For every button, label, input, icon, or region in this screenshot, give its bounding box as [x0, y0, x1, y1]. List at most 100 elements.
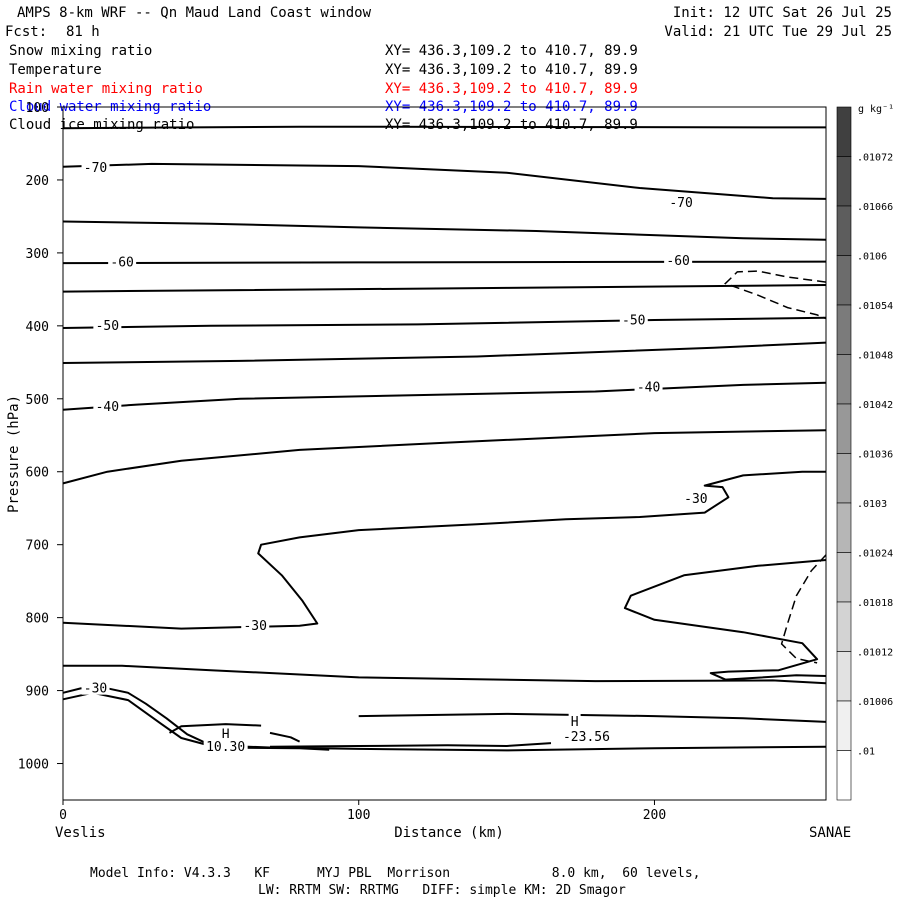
colorbar-swatch	[836, 502, 852, 553]
x-tick-label: 100	[347, 808, 370, 823]
y-tick-label: 200	[26, 174, 49, 189]
colorbar-label: .01	[857, 747, 875, 758]
contour-line	[62, 284, 827, 293]
x-tick-label: 200	[643, 808, 666, 823]
field-xy-cloud-ice: XY= 436.3,109.2 to 410.7, 89.9	[385, 117, 638, 133]
y-tick-label: 800	[26, 612, 49, 627]
forecast-label: Fcst:	[5, 24, 48, 40]
field-name-temperature: Temperature	[9, 62, 102, 78]
field-xy-rain: XY= 436.3,109.2 to 410.7, 89.9	[385, 81, 638, 97]
y-tick-label: 100	[26, 101, 49, 116]
contour-label-bg	[108, 253, 137, 269]
contour-label: -30	[243, 619, 266, 634]
contour-line	[169, 723, 262, 734]
colorbar-swatch	[836, 601, 852, 652]
contour-line	[63, 664, 827, 685]
contour-label: -30	[84, 682, 107, 697]
x-tick-label: 0	[59, 808, 67, 823]
contour-label-bg	[634, 378, 663, 394]
contour-label-bg	[664, 252, 693, 268]
colorbar-swatch	[836, 255, 852, 306]
contour-line	[358, 712, 827, 723]
contour-line	[62, 691, 330, 751]
colorbar-swatch	[836, 750, 852, 801]
contour-label-bg	[681, 489, 710, 505]
contour-line	[62, 316, 827, 329]
y-tick-label: 900	[26, 685, 49, 700]
contour-line	[62, 125, 827, 130]
contour-line	[62, 429, 827, 485]
colorbar-swatch	[836, 106, 852, 157]
colorbar-label: .01054	[857, 301, 893, 312]
y-tick-label: 700	[26, 539, 49, 554]
y-tick-label: 300	[26, 247, 49, 262]
dashed-contours	[724, 270, 827, 664]
field-xy-temperature: XY= 436.3,109.2 to 410.7, 89.9	[385, 62, 638, 78]
contour-label: -40	[96, 400, 119, 415]
contour-label: H	[222, 728, 230, 743]
colorbar-swatch	[836, 700, 852, 751]
contour-label-bg	[568, 713, 581, 729]
contour-line	[62, 341, 827, 364]
contour-label-bg	[241, 616, 270, 632]
contour-label-bg	[667, 193, 696, 209]
colorbar-label: .01048	[857, 351, 893, 362]
colorbar-swatch	[836, 453, 852, 504]
contour-line	[62, 260, 827, 265]
y-axis-label: Pressure (hPa)	[6, 395, 22, 513]
contour-label: -50	[622, 313, 645, 328]
contour-line	[269, 731, 301, 743]
colorbar-swatch	[836, 304, 852, 355]
contour-label: -30	[684, 492, 707, 507]
model-info-line2: LW: RRTM SW: RRTMG DIFF: simple KM: 2D S…	[258, 883, 626, 898]
forecast-hours: 81 h	[66, 24, 100, 40]
x-axis-label: Distance (km)	[394, 825, 504, 841]
colorbar-label: .01042	[857, 400, 893, 411]
contour-label-bg	[619, 311, 648, 327]
colorbar-label: .01036	[857, 450, 893, 461]
colorbar-swatch	[836, 403, 852, 454]
colorbar-swatch	[836, 205, 852, 256]
contour-label-bg	[93, 398, 122, 414]
colorbar-label: .0106	[857, 252, 887, 263]
contour-label-bg	[560, 727, 613, 743]
y-tick-label: 500	[26, 393, 49, 408]
valid-time: Valid: 21 UTC Tue 29 Jul 25	[664, 24, 892, 40]
contour-label-bg	[81, 679, 110, 695]
contour-label: -50	[96, 319, 119, 334]
y-tick-label: 1000	[18, 758, 49, 773]
contour-label: -60	[666, 254, 689, 269]
contour-label: H	[571, 715, 579, 730]
contour-label: -70	[669, 196, 692, 211]
contour-labels: -70-70-60 -60-50 -50-40-40-30-30-30H10.30H…	[81, 158, 710, 755]
colorbar-label: .01072	[857, 153, 893, 164]
colorbar-label: .01012	[857, 648, 893, 659]
field-xy-snow: XY= 436.3,109.2 to 410.7, 89.9	[385, 43, 638, 59]
contour-label: 10.30	[206, 740, 245, 755]
field-name-rain: Rain water mixing ratio	[9, 81, 203, 97]
x-left-endpoint: Veslis	[55, 825, 106, 841]
colorbar-label: .01006	[857, 697, 893, 708]
contour-line	[269, 742, 552, 748]
contour-line	[62, 381, 827, 411]
contour-label-bg	[203, 738, 248, 754]
colorbar-swatch	[836, 156, 852, 207]
init-time: Init: 12 UTC Sat 26 Jul 25	[672, 5, 892, 21]
contour-line	[62, 220, 827, 241]
colorbar-swatch	[836, 552, 852, 603]
contour-line	[62, 162, 827, 200]
colorbar-label: .01024	[857, 549, 893, 560]
field-name-snow: Snow mixing ratio	[9, 43, 153, 59]
colorbar-swatch	[836, 354, 852, 405]
contour-line	[623, 559, 827, 681]
y-tick-label: 400	[26, 320, 49, 335]
colorbar-unit: g kg⁻¹	[858, 104, 894, 115]
x-right-endpoint: SANAE	[809, 825, 851, 841]
contour-label-bg	[219, 725, 232, 741]
contour-label-bg	[93, 317, 122, 333]
dashed-contour	[780, 554, 827, 664]
page-title: AMPS 8-km WRF -- Qn Maud Land Coast wind…	[17, 5, 372, 21]
contour-label: -40	[637, 380, 660, 395]
colorbar-label: .01018	[857, 598, 893, 609]
